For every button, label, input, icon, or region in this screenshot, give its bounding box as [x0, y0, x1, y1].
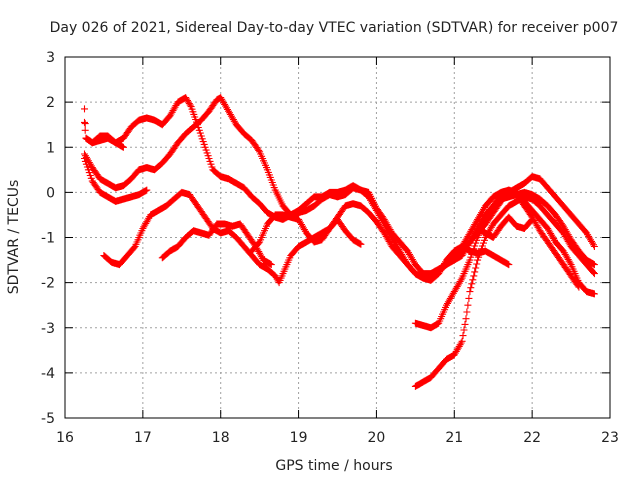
- plot-frame: [64, 56, 611, 419]
- y-tick-label: 0: [46, 185, 55, 201]
- series-t8: [411, 193, 598, 390]
- series-t1: [81, 94, 598, 278]
- data-point-markers: [81, 94, 598, 278]
- chart-title: Day 026 of 2021, Sidereal Day-to-day VTE…: [50, 20, 619, 36]
- data-marks: [81, 94, 598, 390]
- data-point-markers: [474, 213, 536, 241]
- x-tick-label: 16: [56, 430, 74, 446]
- data-point-markers: [411, 193, 598, 390]
- grid: [65, 57, 610, 418]
- x-tick-label: 19: [290, 430, 308, 446]
- x-tick-label: 23: [601, 430, 619, 446]
- data-point-markers: [81, 155, 151, 205]
- x-tick-label: 17: [134, 430, 152, 446]
- y-tick-label: -1: [41, 231, 55, 247]
- data-point-markers: [158, 220, 275, 269]
- series-t4: [81, 155, 151, 205]
- x-axis-label: GPS time / hours: [275, 458, 392, 474]
- x-tick-label: 21: [445, 430, 463, 446]
- y-axis-label: SDTVAR / TECUs: [6, 180, 22, 295]
- y-tick-label: 1: [46, 140, 55, 156]
- data-point-markers: [450, 186, 583, 291]
- x-tick-label: 20: [368, 430, 386, 446]
- y-tick-label: 3: [46, 50, 55, 66]
- series-t6: [158, 220, 275, 269]
- data-point-markers: [81, 118, 127, 151]
- y-tick-label: -2: [41, 276, 55, 292]
- x-tick-label: 22: [523, 430, 541, 446]
- y-tick-label: -4: [41, 366, 55, 382]
- y-tick-label: -5: [41, 411, 55, 427]
- y-tick-label: 2: [46, 95, 55, 111]
- y-tick-label: -3: [41, 321, 55, 337]
- series-t10: [450, 186, 583, 291]
- series-t2: [81, 118, 127, 151]
- series-t11: [474, 213, 536, 241]
- x-tick-label: 18: [212, 430, 230, 446]
